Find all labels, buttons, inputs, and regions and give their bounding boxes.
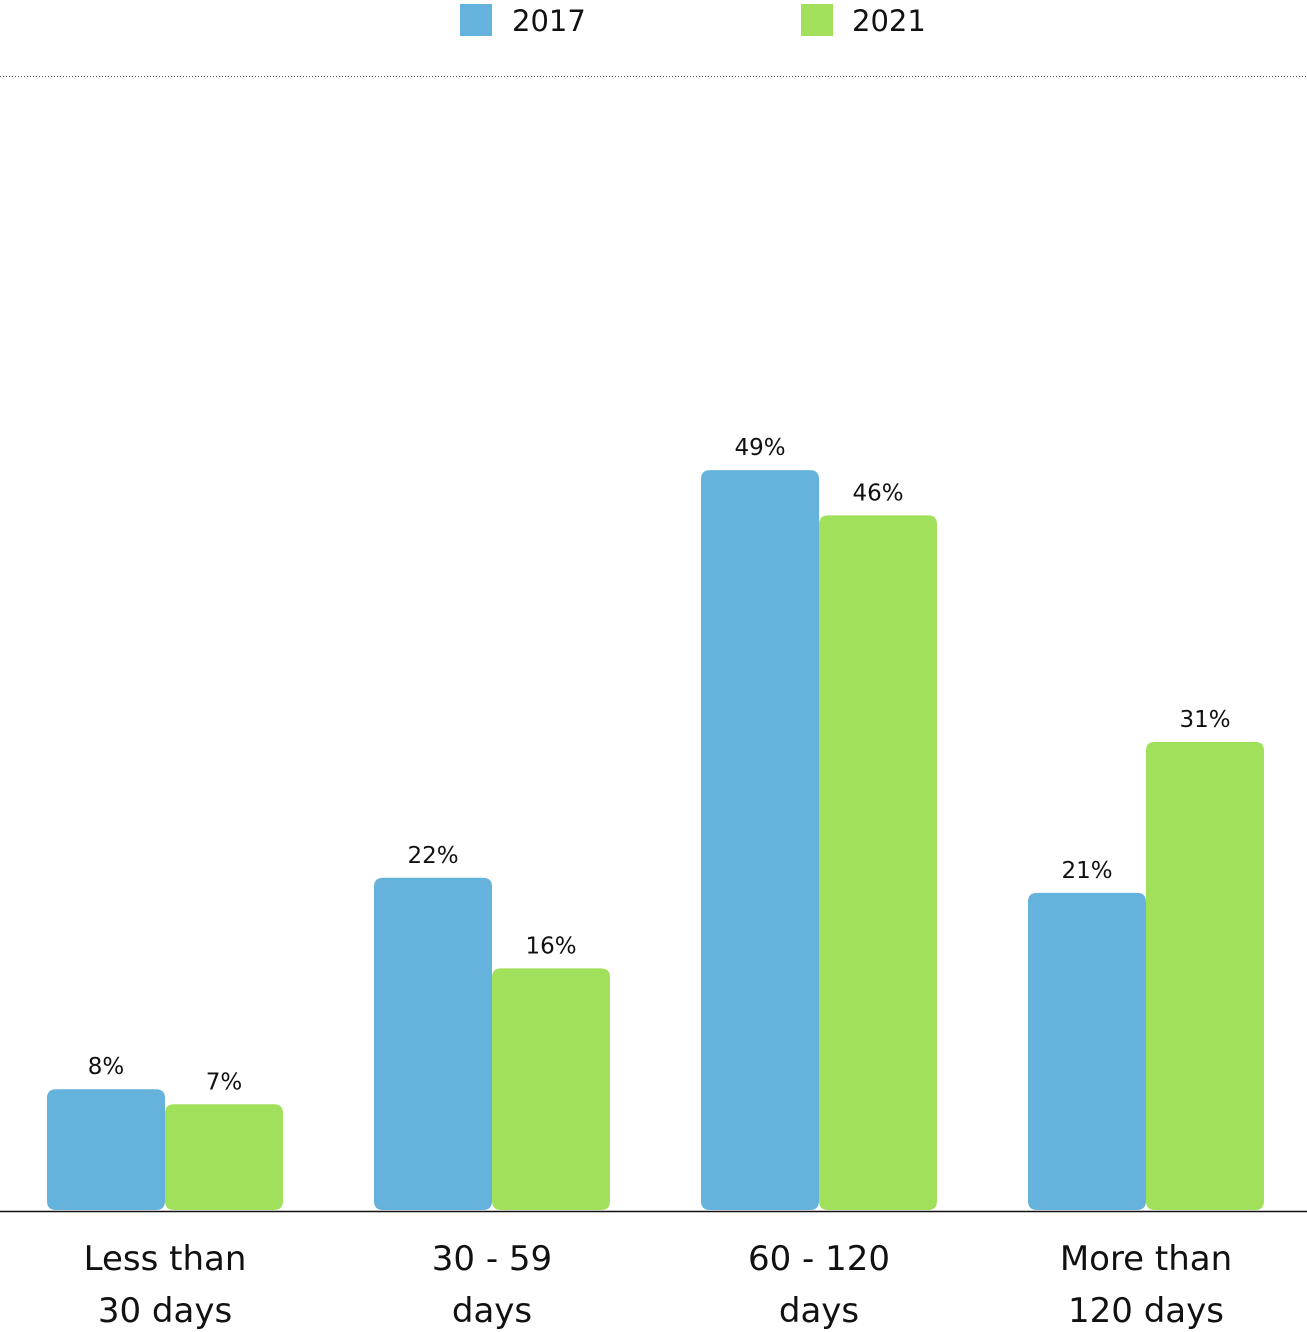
value-labels-group: 8% 7% 22% 16% 49% 46% 21% 31% bbox=[88, 435, 1231, 1095]
value-label-2021-1: 16% bbox=[525, 933, 576, 959]
category-label-2: 60 - 120 days bbox=[748, 1239, 890, 1331]
bar-2021-2 bbox=[819, 515, 937, 1210]
bar-2021-1 bbox=[492, 968, 610, 1210]
bar-2017-2 bbox=[701, 470, 819, 1211]
bar-2021-0 bbox=[165, 1104, 283, 1210]
bar-2017-0 bbox=[47, 1089, 165, 1210]
bar-2017-3 bbox=[1028, 892, 1146, 1210]
legend-label-2017: 2017 bbox=[512, 4, 586, 38]
category-label-3: More than 120 days bbox=[1060, 1239, 1232, 1331]
legend: 2017 2021 bbox=[460, 4, 926, 38]
value-label-2017-0: 8% bbox=[88, 1054, 125, 1080]
value-label-2021-2: 46% bbox=[852, 480, 903, 506]
value-label-2021-0: 7% bbox=[206, 1069, 243, 1095]
bar-2017-1 bbox=[374, 877, 492, 1210]
value-label-2021-3: 31% bbox=[1179, 707, 1230, 733]
legend-label-2021: 2021 bbox=[852, 4, 926, 38]
category-label-1: 30 - 59 days bbox=[432, 1239, 552, 1331]
value-label-2017-2: 49% bbox=[734, 435, 785, 461]
category-label-0: Less than 30 days bbox=[84, 1239, 247, 1331]
value-label-2017-3: 21% bbox=[1061, 858, 1112, 884]
category-labels-group: Less than 30 days 30 - 59 days 60 - 120 days M… bbox=[84, 1239, 1233, 1331]
bars-group bbox=[47, 470, 1264, 1211]
bar-2021-3 bbox=[1146, 741, 1264, 1210]
legend-swatch-2017 bbox=[460, 4, 492, 36]
legend-swatch-2021 bbox=[801, 4, 833, 36]
value-label-2017-1: 22% bbox=[407, 843, 458, 869]
